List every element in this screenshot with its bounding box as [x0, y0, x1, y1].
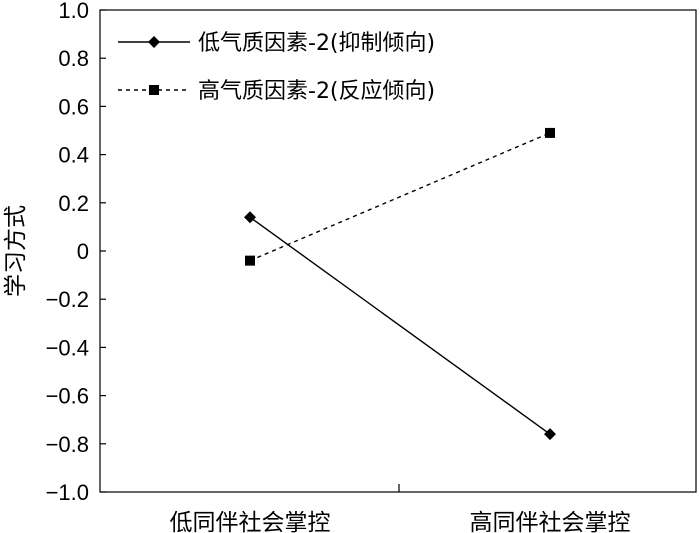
legend: 低气质因素-2(抑制倾向) 高气质因素-2(反应倾向): [118, 31, 435, 104]
legend-item: 低气质因素-2(抑制倾向): [118, 31, 435, 56]
y-tick-label: −0.2: [46, 287, 89, 312]
y-tick-label: −0.4: [46, 335, 89, 360]
y-tick-label: 0.2: [58, 191, 89, 216]
series-layer: [244, 127, 556, 441]
legend-item: 高气质因素-2(反应倾向): [118, 79, 435, 104]
y-axis-title: 学习方式: [3, 205, 29, 297]
y-tick-label: −0.6: [46, 384, 89, 409]
series-2: [245, 127, 555, 266]
y-tick-label: 0: [77, 239, 89, 264]
x-category-label: 低同伴社会掌控: [170, 510, 331, 533]
diamond-marker: [148, 36, 160, 48]
legend-label: 高气质因素-2(反应倾向): [198, 79, 435, 104]
square-marker: [545, 127, 555, 138]
y-tick-label: 1.0: [58, 0, 89, 23]
series-1: [244, 211, 556, 441]
y-tick-label: 0.8: [58, 46, 89, 71]
square-marker: [149, 85, 159, 95]
diamond-marker: [244, 211, 256, 224]
series-line: [249, 216, 551, 435]
y-tick-label: 0.4: [58, 143, 89, 168]
y-tick-label: −0.8: [46, 432, 89, 457]
y-axis: 1.0 0.8 0.6 0.4 0.2 0 −0.2 −0.4 −0.6 −0.8 −1.0: [46, 0, 106, 505]
x-category-label: 高同伴社会掌控: [470, 510, 631, 533]
series-line: [249, 132, 551, 262]
x-axis: 低同伴社会掌控 高同伴社会掌控: [170, 484, 631, 533]
diamond-marker: [544, 428, 556, 441]
y-tick-label: 0.6: [58, 94, 89, 119]
y-tick-label: −1.0: [46, 480, 89, 505]
legend-label: 低气质因素-2(抑制倾向): [198, 31, 435, 56]
square-marker: [245, 255, 255, 266]
